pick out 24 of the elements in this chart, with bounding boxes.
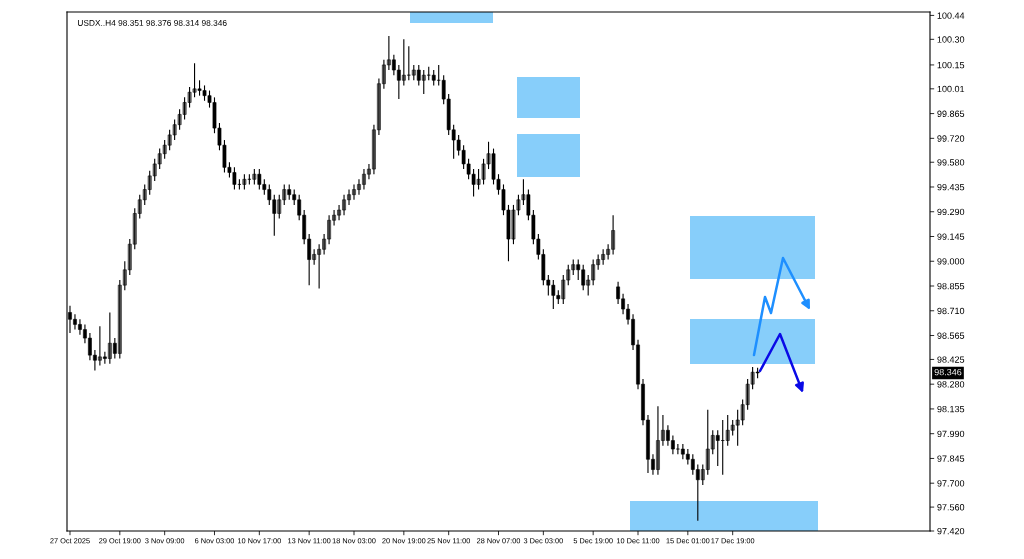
y-tick-label: 100.01 — [937, 85, 965, 93]
y-tick-label: 98.280 — [937, 381, 965, 388]
y-tick-label: 97.700 — [937, 480, 965, 487]
y-tick-label: 99.145 — [937, 233, 965, 240]
y-tick-label: 98.710 — [937, 307, 965, 315]
y-tick-label: 99.580 — [937, 159, 965, 166]
y-tick-label: 99.000 — [937, 258, 965, 265]
y-tick-label: 98.565 — [937, 332, 965, 339]
y-tick-label: 100.30 — [937, 36, 965, 43]
y-tick-label: 98.855 — [937, 282, 965, 290]
y-tick-label: 97.560 — [937, 504, 965, 511]
text: USDX..H4 98.351 98.376 98.314 98.346 — [78, 20, 227, 26]
y-tick-label: 98.135 — [937, 405, 965, 413]
y-tick-label: 97.845 — [937, 455, 965, 462]
y-tick-label: 97.990 — [937, 430, 965, 438]
y-tick-label: 100.15 — [937, 61, 965, 69]
y-tick-label: 99.720 — [937, 135, 965, 142]
y-tick-label: 98.425 — [937, 356, 965, 363]
y-tick-label: 99.290 — [937, 208, 965, 216]
y-tick-label: 97.420 — [937, 527, 965, 535]
y-tick-label: 99.865 — [937, 110, 965, 117]
y-tick-label: 100.44 — [937, 12, 965, 19]
annotation: 98.346 — [934, 368, 962, 376]
y-tick-label: 99.435 — [937, 183, 965, 191]
